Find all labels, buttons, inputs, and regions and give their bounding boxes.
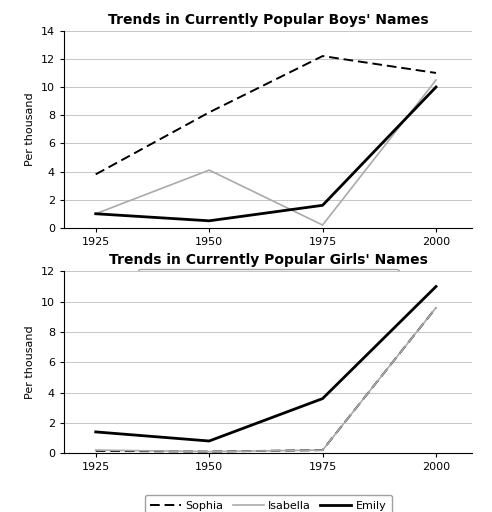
Title: Trends in Currently Popular Boys' Names: Trends in Currently Popular Boys' Names — [108, 13, 429, 27]
Legend: Sophia, Isabella, Emily: Sophia, Isabella, Emily — [145, 495, 392, 512]
Title: Trends in Currently Popular Girls' Names: Trends in Currently Popular Girls' Names — [109, 253, 428, 267]
Legend: Daniel, Oliver, Alexander: Daniel, Oliver, Alexander — [138, 269, 399, 290]
Y-axis label: Per thousand: Per thousand — [25, 326, 35, 399]
Y-axis label: Per thousand: Per thousand — [25, 93, 35, 166]
